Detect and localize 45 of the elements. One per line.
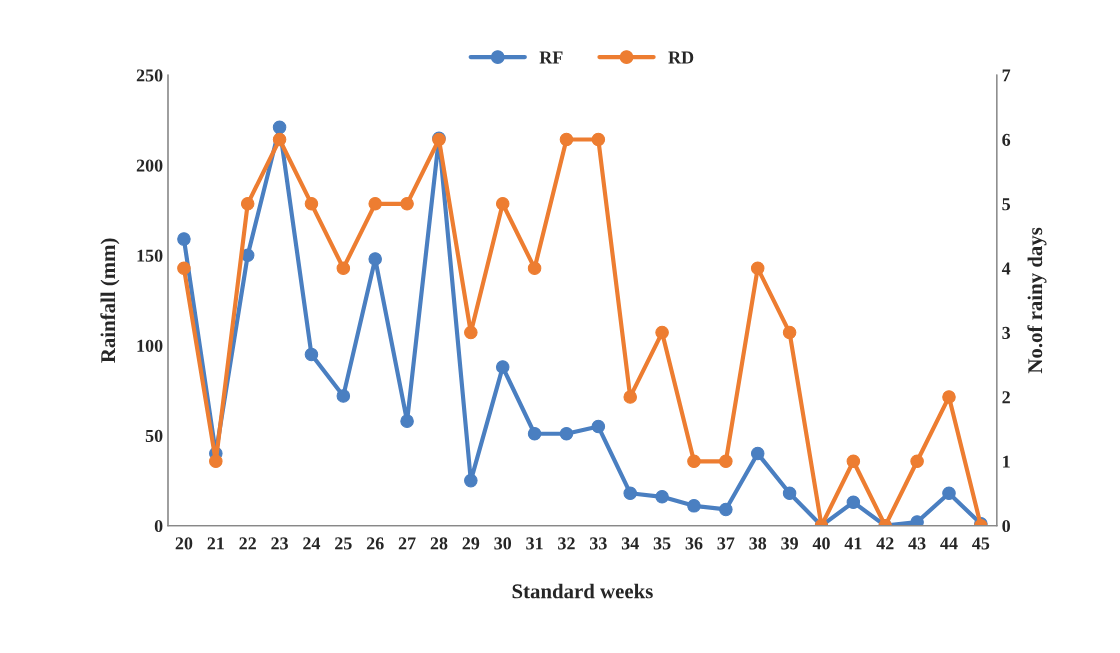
x-tick-label: 45 bbox=[972, 537, 990, 550]
x-tick-label: 43 bbox=[908, 537, 926, 550]
y2-tick-label: 6 bbox=[1002, 133, 1011, 146]
x-tick-label: 37 bbox=[717, 537, 735, 550]
legend-label: RF bbox=[539, 51, 563, 64]
x-tick-label: 33 bbox=[589, 537, 607, 550]
y2-tick-label: 1 bbox=[1003, 455, 1010, 468]
x-tick-label: 38 bbox=[749, 537, 767, 550]
y-tick-label: 50 bbox=[145, 429, 163, 442]
x-tick-label: 31 bbox=[526, 537, 543, 550]
y2-axis-title: No.of rainy days bbox=[1027, 227, 1047, 374]
y2-tick-label: 4 bbox=[1001, 262, 1011, 275]
legend-label: RD bbox=[668, 51, 694, 64]
x-tick-label: 36 bbox=[685, 537, 703, 550]
y-axis-title: Rainfall (mm) bbox=[100, 238, 120, 363]
x-tick-label: 22 bbox=[239, 537, 256, 550]
x-tick-label: 27 bbox=[398, 537, 416, 550]
x-tick-label: 20 bbox=[175, 537, 193, 550]
x-tick-label: 26 bbox=[366, 537, 384, 550]
y-tick-label: 250 bbox=[136, 69, 163, 82]
x-tick-label: 30 bbox=[494, 537, 512, 550]
x-tick-label: 34 bbox=[621, 537, 639, 550]
x-axis-title: Standard weeks bbox=[512, 583, 653, 599]
x-tick-label: 35 bbox=[653, 537, 671, 550]
x-tick-label: 41 bbox=[844, 537, 862, 550]
x-tick-label: 29 bbox=[462, 537, 480, 550]
x-tick-label: 40 bbox=[812, 537, 830, 550]
x-tick-label: 21 bbox=[207, 537, 224, 550]
x-tick-label: 42 bbox=[876, 537, 894, 550]
y2-tick-label: 0 bbox=[1002, 519, 1010, 533]
x-tick-label: 39 bbox=[781, 537, 798, 550]
y-tick-label: 100 bbox=[137, 339, 163, 352]
x-tick-label: 44 bbox=[940, 537, 958, 550]
y2-tick-label: 2 bbox=[1002, 391, 1010, 404]
y2-tick-label: 7 bbox=[1002, 69, 1011, 82]
x-tick-label: 23 bbox=[271, 537, 288, 550]
x-tick-label: 24 bbox=[303, 537, 321, 550]
x-tick-label: 25 bbox=[335, 537, 352, 550]
y-tick-label: 0 bbox=[154, 519, 163, 533]
y-tick-label: 200 bbox=[136, 159, 163, 172]
y2-tick-label: 5 bbox=[1002, 198, 1011, 211]
y-tick-label: 150 bbox=[137, 249, 163, 262]
y2-tick-label: 3 bbox=[1002, 326, 1011, 340]
x-tick-label: 32 bbox=[558, 537, 575, 550]
x-tick-label: 28 bbox=[430, 537, 448, 550]
